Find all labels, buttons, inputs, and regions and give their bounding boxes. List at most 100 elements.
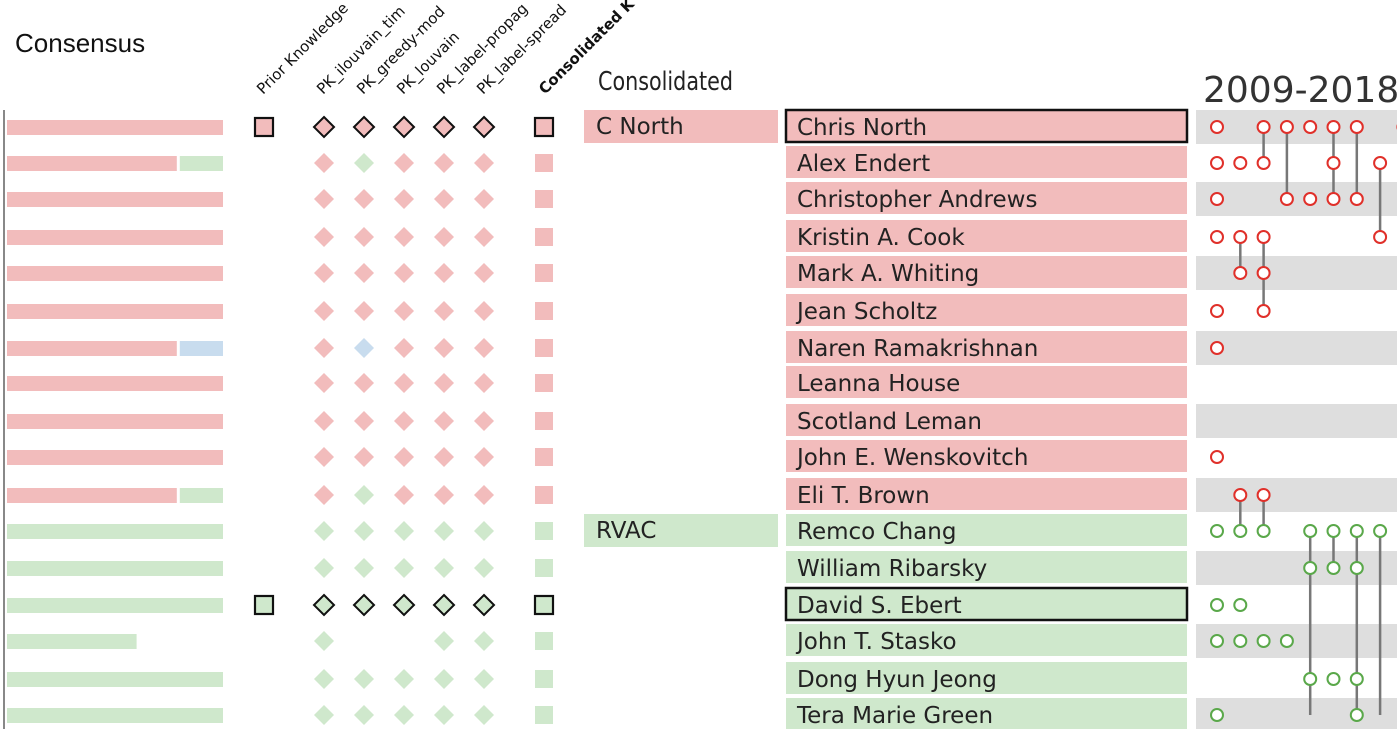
year-circle[interactable]	[1303, 561, 1318, 575]
mark-diamond[interactable]	[314, 631, 334, 651]
mark-diamond[interactable]	[474, 227, 494, 247]
mark-square[interactable]	[535, 559, 553, 577]
mark-diamond[interactable]	[394, 263, 414, 283]
year-circle[interactable]	[1373, 230, 1388, 244]
year-circle[interactable]	[1210, 524, 1224, 538]
mark-diamond[interactable]	[314, 227, 334, 247]
mark-diamond[interactable]	[354, 338, 374, 358]
mark-diamond[interactable]	[314, 558, 334, 578]
year-circle[interactable]	[1326, 192, 1341, 206]
mark-diamond[interactable]	[434, 669, 454, 689]
year-circle[interactable]	[1233, 156, 1248, 170]
mark-diamond[interactable]	[314, 263, 334, 283]
mark-diamond[interactable]	[432, 115, 456, 139]
mark-square[interactable]	[533, 594, 555, 616]
mark-diamond[interactable]	[354, 153, 374, 173]
mark-diamond[interactable]	[312, 593, 336, 617]
year-circle[interactable]	[1233, 598, 1248, 612]
year-circle[interactable]	[1210, 304, 1224, 318]
mark-square[interactable]	[535, 302, 553, 320]
mark-diamond[interactable]	[434, 373, 454, 393]
mark-diamond[interactable]	[354, 485, 374, 505]
mark-diamond[interactable]	[314, 485, 334, 505]
year-circle[interactable]	[1233, 634, 1248, 648]
year-circle[interactable]	[1349, 120, 1364, 134]
mark-diamond[interactable]	[314, 189, 334, 209]
mark-diamond[interactable]	[434, 705, 454, 725]
mark-diamond[interactable]	[394, 558, 414, 578]
mark-diamond[interactable]	[434, 227, 454, 247]
mark-diamond[interactable]	[352, 115, 376, 139]
mark-diamond[interactable]	[434, 521, 454, 541]
author-name[interactable]: Mark A. Whiting	[797, 261, 979, 287]
year-circle[interactable]	[1210, 634, 1224, 648]
author-name[interactable]: Chris North	[797, 115, 927, 141]
author-name[interactable]: David S. Ebert	[797, 593, 962, 619]
mark-diamond[interactable]	[394, 338, 414, 358]
year-circle[interactable]	[1326, 120, 1341, 134]
cluster-label[interactable]: RVAC	[596, 518, 656, 544]
mark-diamond[interactable]	[352, 593, 376, 617]
mark-diamond[interactable]	[354, 411, 374, 431]
author-name[interactable]: Eli T. Brown	[797, 483, 930, 509]
author-name[interactable]: Alex Endert	[797, 151, 930, 177]
mark-diamond[interactable]	[434, 558, 454, 578]
year-circle[interactable]	[1256, 488, 1271, 502]
mark-square[interactable]	[535, 632, 553, 650]
mark-diamond[interactable]	[474, 263, 494, 283]
author-name[interactable]: Christopher Andrews	[797, 187, 1037, 213]
year-circle[interactable]	[1210, 598, 1224, 612]
mark-diamond[interactable]	[472, 115, 496, 139]
mark-diamond[interactable]	[354, 189, 374, 209]
mark-diamond[interactable]	[434, 411, 454, 431]
mark-diamond[interactable]	[314, 669, 334, 689]
year-circle[interactable]	[1256, 304, 1271, 318]
mark-diamond[interactable]	[434, 631, 454, 651]
mark-diamond[interactable]	[314, 153, 334, 173]
mark-diamond[interactable]	[474, 631, 494, 651]
year-circle[interactable]	[1256, 524, 1271, 538]
year-circle[interactable]	[1210, 156, 1224, 170]
mark-square[interactable]	[535, 228, 553, 246]
mark-square[interactable]	[253, 116, 275, 138]
mark-diamond[interactable]	[354, 705, 374, 725]
year-circle[interactable]	[1256, 634, 1271, 648]
mark-diamond[interactable]	[474, 447, 494, 467]
mark-diamond[interactable]	[432, 593, 456, 617]
mark-diamond[interactable]	[474, 669, 494, 689]
mark-diamond[interactable]	[474, 301, 494, 321]
mark-diamond[interactable]	[354, 447, 374, 467]
mark-diamond[interactable]	[394, 373, 414, 393]
year-circle[interactable]	[1210, 341, 1224, 355]
mark-diamond[interactable]	[392, 593, 416, 617]
year-circle[interactable]	[1303, 524, 1318, 538]
year-circle[interactable]	[1233, 488, 1248, 502]
mark-diamond[interactable]	[354, 301, 374, 321]
author-name[interactable]: Naren Ramakrishnan	[797, 336, 1038, 362]
mark-diamond[interactable]	[394, 447, 414, 467]
mark-square[interactable]	[535, 706, 553, 724]
year-circle[interactable]	[1256, 230, 1271, 244]
mark-diamond[interactable]	[474, 338, 494, 358]
mark-diamond[interactable]	[474, 705, 494, 725]
year-circle[interactable]	[1210, 708, 1224, 722]
year-circle[interactable]	[1326, 561, 1341, 575]
mark-diamond[interactable]	[314, 521, 334, 541]
mark-diamond[interactable]	[314, 705, 334, 725]
year-circle[interactable]	[1326, 672, 1341, 686]
mark-diamond[interactable]	[394, 485, 414, 505]
mark-diamond[interactable]	[354, 558, 374, 578]
year-circle[interactable]	[1373, 156, 1388, 170]
mark-square[interactable]	[535, 448, 553, 466]
mark-diamond[interactable]	[354, 521, 374, 541]
author-name[interactable]: Remco Chang	[797, 519, 956, 545]
mark-diamond[interactable]	[394, 669, 414, 689]
mark-diamond[interactable]	[314, 338, 334, 358]
year-circle[interactable]	[1279, 120, 1294, 134]
mark-diamond[interactable]	[434, 338, 454, 358]
mark-diamond[interactable]	[474, 189, 494, 209]
mark-square[interactable]	[535, 264, 553, 282]
author-name[interactable]: Jean Scholtz	[795, 299, 937, 325]
mark-diamond[interactable]	[314, 301, 334, 321]
mark-square[interactable]	[535, 154, 553, 172]
